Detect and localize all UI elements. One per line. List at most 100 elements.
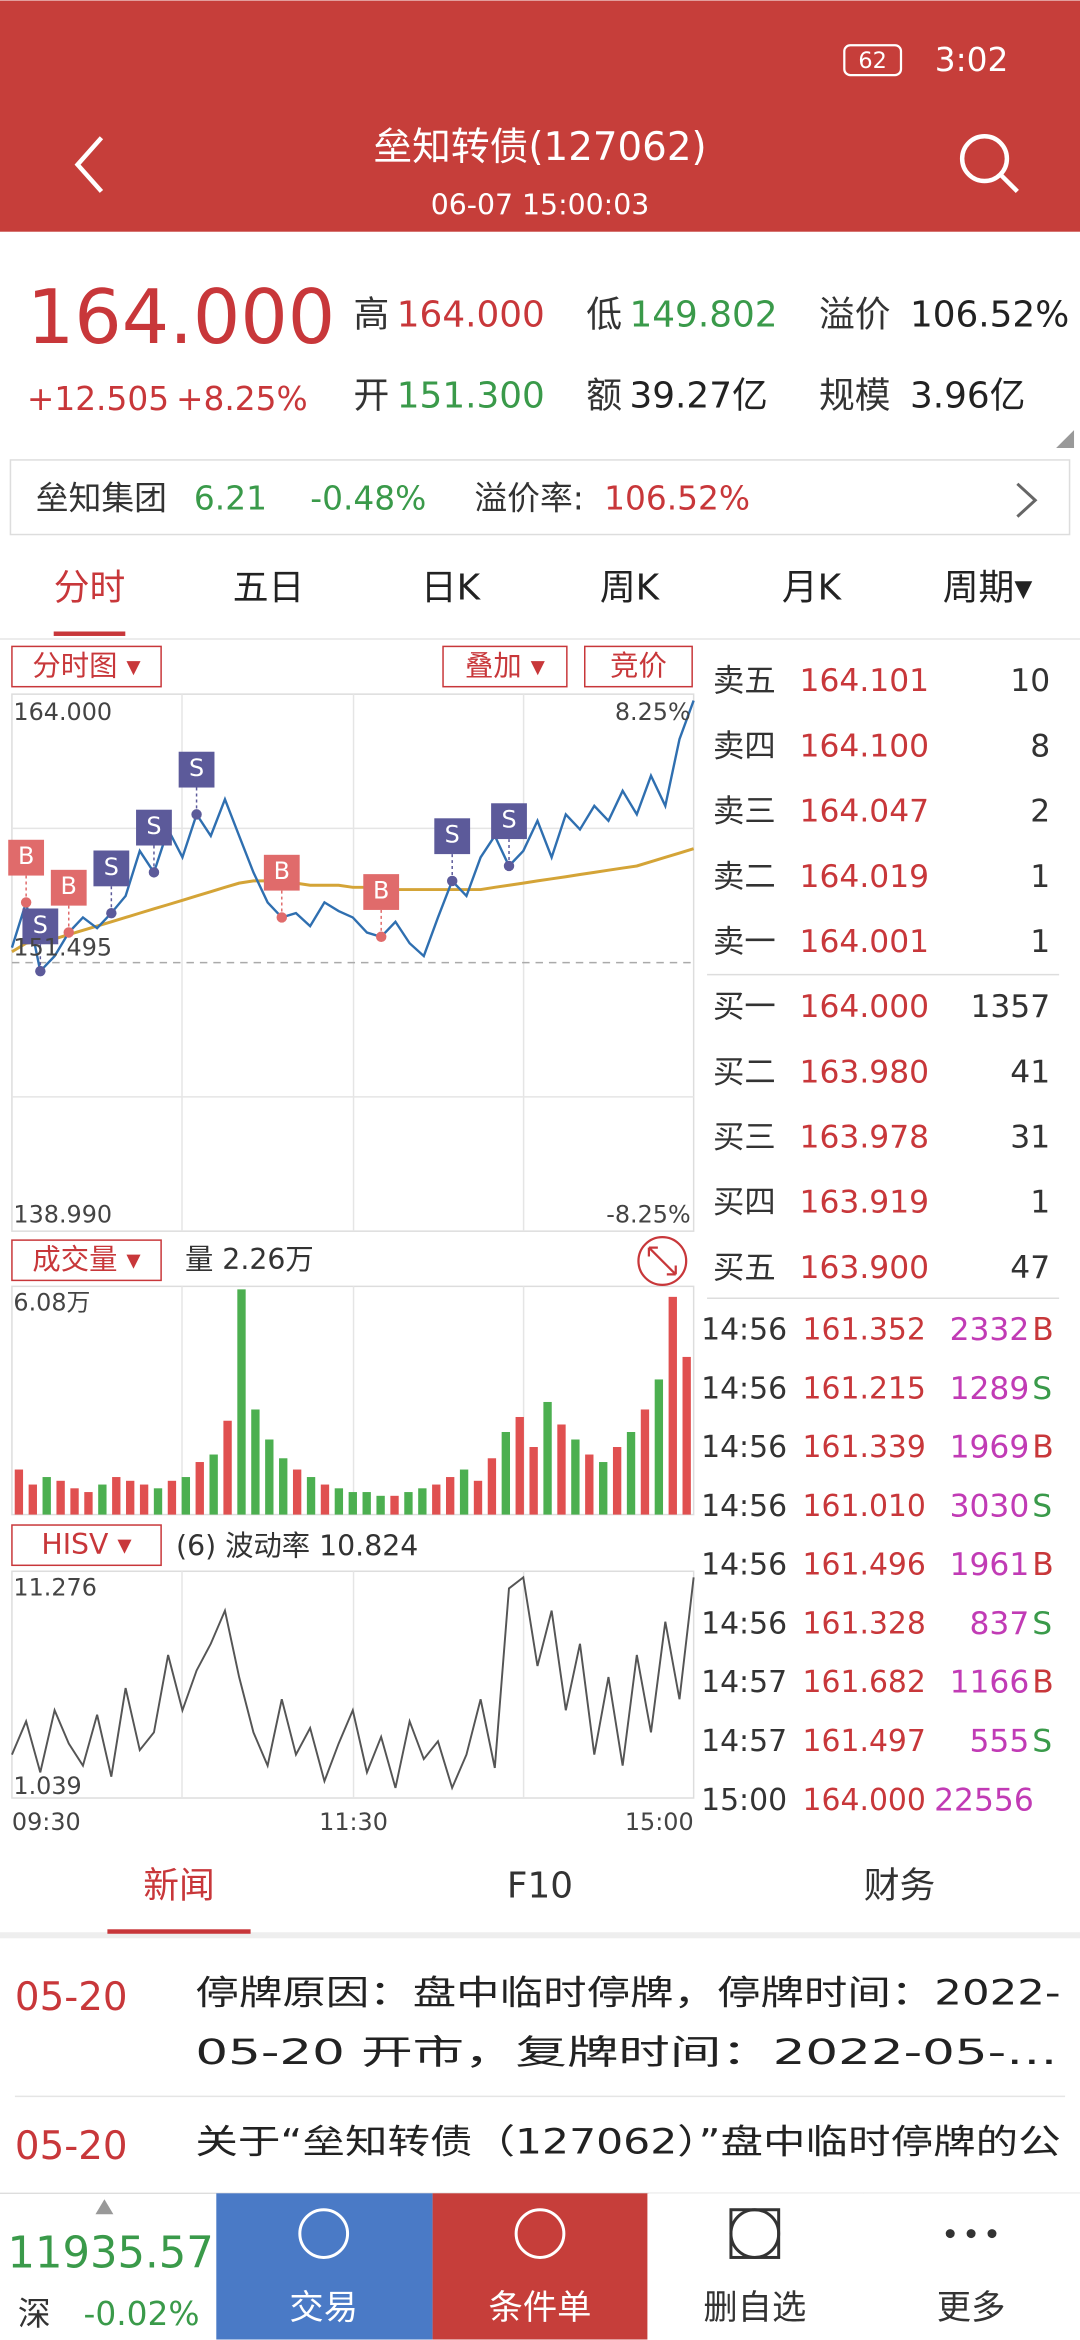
book-volume: 1357 bbox=[970, 989, 1050, 1025]
button[interactable]: 分时图 ▾ bbox=[32, 649, 141, 682]
trade-volume: 1166 bbox=[950, 1665, 1030, 1701]
marker bbox=[263, 854, 300, 891]
book-label: 卖二 bbox=[713, 859, 776, 895]
volume-bar bbox=[56, 1480, 65, 1515]
time-label: 11:30 bbox=[319, 1808, 388, 1836]
tab[interactable]: 周K bbox=[600, 568, 661, 609]
volume-bar bbox=[599, 1462, 608, 1515]
book-volume: 47 bbox=[1010, 1250, 1050, 1286]
trade-side: S bbox=[1032, 1606, 1052, 1642]
volume-bar bbox=[279, 1458, 288, 1515]
tab[interactable]: 五日 bbox=[233, 568, 305, 609]
volume-bar bbox=[265, 1439, 274, 1515]
marker-dot bbox=[106, 907, 117, 919]
volume-bar bbox=[237, 1289, 246, 1515]
book-volume: 10 bbox=[1010, 663, 1050, 699]
volume-bar bbox=[292, 1469, 302, 1515]
marker-dot bbox=[191, 809, 202, 820]
stock-row[interactable] bbox=[9, 459, 1071, 536]
footer-icon bbox=[514, 2208, 566, 2259]
footer-label[interactable]: 更多 bbox=[937, 2288, 1006, 2328]
tab[interactable]: 月K bbox=[782, 568, 843, 609]
volume-bar bbox=[529, 1447, 538, 1515]
footer-label[interactable]: 交易 bbox=[289, 2288, 358, 2328]
search-button[interactable] bbox=[959, 134, 1019, 194]
book-label: 买一 bbox=[713, 989, 776, 1025]
index-value: 11935.57 bbox=[7, 2228, 213, 2278]
trade-time: 14:56 bbox=[701, 1548, 787, 1583]
trade-volume: 3030 bbox=[950, 1488, 1030, 1524]
trade-time: 14:56 bbox=[701, 1430, 787, 1465]
footer-icon bbox=[987, 2229, 997, 2239]
news-tab[interactable]: 新闻 bbox=[143, 1866, 215, 1907]
volume-bar bbox=[306, 1477, 316, 1515]
book-price: 164.100 bbox=[800, 728, 930, 764]
book-volume: 31 bbox=[1010, 1120, 1050, 1156]
button-frame[interactable] bbox=[11, 1524, 162, 1567]
volume-bar bbox=[153, 1488, 163, 1515]
trade-volume: 1289 bbox=[950, 1371, 1030, 1407]
book-label: 卖一 bbox=[713, 924, 776, 960]
footer-label[interactable]: 条件单 bbox=[489, 2288, 592, 2328]
back-button[interactable] bbox=[74, 136, 104, 193]
button-frame[interactable] bbox=[11, 645, 162, 688]
marker-label: S bbox=[146, 812, 161, 840]
book-volume: 8 bbox=[1030, 728, 1050, 764]
tab[interactable]: 日K bbox=[421, 568, 482, 609]
volume-bar bbox=[432, 1484, 441, 1515]
footer-label[interactable]: 删自选 bbox=[703, 2288, 806, 2328]
trade-price: 161.496 bbox=[803, 1548, 926, 1583]
book-price: 163.919 bbox=[800, 1185, 930, 1221]
book-label: 卖五 bbox=[713, 663, 776, 699]
footer-button[interactable] bbox=[863, 2193, 1080, 2340]
tab-underline bbox=[53, 631, 126, 636]
field-value: 106.52% bbox=[910, 295, 1069, 336]
volume-bar bbox=[668, 1296, 677, 1515]
button[interactable]: 竞价 bbox=[610, 649, 667, 682]
field-label: 高 bbox=[354, 295, 390, 336]
button-frame[interactable] bbox=[442, 645, 568, 688]
trade-volume: 837 bbox=[970, 1606, 1030, 1642]
footer-button[interactable] bbox=[432, 2193, 649, 2340]
volume-bar bbox=[473, 1480, 483, 1515]
news-text[interactable]: 05-20 开市，复牌时间：2022-05-… bbox=[195, 2033, 1057, 2073]
footer-button[interactable] bbox=[216, 2193, 433, 2340]
button[interactable]: 叠加 ▾ bbox=[465, 649, 546, 682]
tab[interactable]: 周期▾ bbox=[943, 568, 1033, 609]
field-label: 额 bbox=[586, 375, 622, 416]
footer-icon bbox=[729, 2208, 781, 2259]
news-date[interactable]: 05-20 bbox=[15, 2124, 128, 2169]
axis-label: 6.08万 bbox=[13, 1289, 90, 1317]
change-pct: +8.25% bbox=[176, 380, 308, 418]
volume-bar bbox=[459, 1469, 469, 1515]
tab-underline bbox=[107, 1929, 251, 1934]
tab[interactable]: 分时 bbox=[54, 568, 126, 609]
volume-label: 量 2.26万 bbox=[185, 1243, 314, 1276]
axis-label: 151.495 bbox=[13, 934, 112, 962]
expand-button[interactable] bbox=[637, 1236, 688, 1286]
book-label: 买三 bbox=[713, 1120, 776, 1156]
news-text[interactable]: 关于“垒知转债（127062）”盘中临时停牌的公 bbox=[195, 2123, 1060, 2163]
marker-label: S bbox=[445, 821, 460, 849]
button-frame[interactable] bbox=[584, 645, 693, 688]
axis-label: 1.039 bbox=[13, 1772, 81, 1800]
price-line bbox=[10, 700, 695, 974]
trade-price: 164.000 bbox=[803, 1783, 926, 1818]
news-text[interactable]: 停牌原因：盘中临时停牌，停牌时间：2022- bbox=[195, 1973, 1060, 2013]
volume-bar bbox=[612, 1447, 622, 1515]
marker-dot bbox=[276, 912, 287, 923]
footer-icon bbox=[966, 2229, 976, 2239]
trade-side: S bbox=[1032, 1488, 1052, 1524]
trade-price: 161.339 bbox=[803, 1430, 926, 1465]
button[interactable]: HISV ▾ bbox=[41, 1528, 132, 1561]
field-value: 151.300 bbox=[397, 375, 545, 416]
book-price: 163.900 bbox=[800, 1250, 930, 1286]
button-frame[interactable] bbox=[11, 1239, 162, 1282]
field-label: 规模 bbox=[819, 375, 891, 416]
news-date[interactable]: 05-20 bbox=[15, 1975, 128, 2020]
news-tab[interactable]: 财务 bbox=[864, 1866, 936, 1907]
button[interactable]: 成交量 ▾ bbox=[32, 1243, 141, 1276]
news-tab[interactable]: F10 bbox=[507, 1866, 573, 1907]
premium-label: 溢价率: bbox=[474, 480, 583, 518]
footer-button[interactable] bbox=[647, 2193, 864, 2340]
